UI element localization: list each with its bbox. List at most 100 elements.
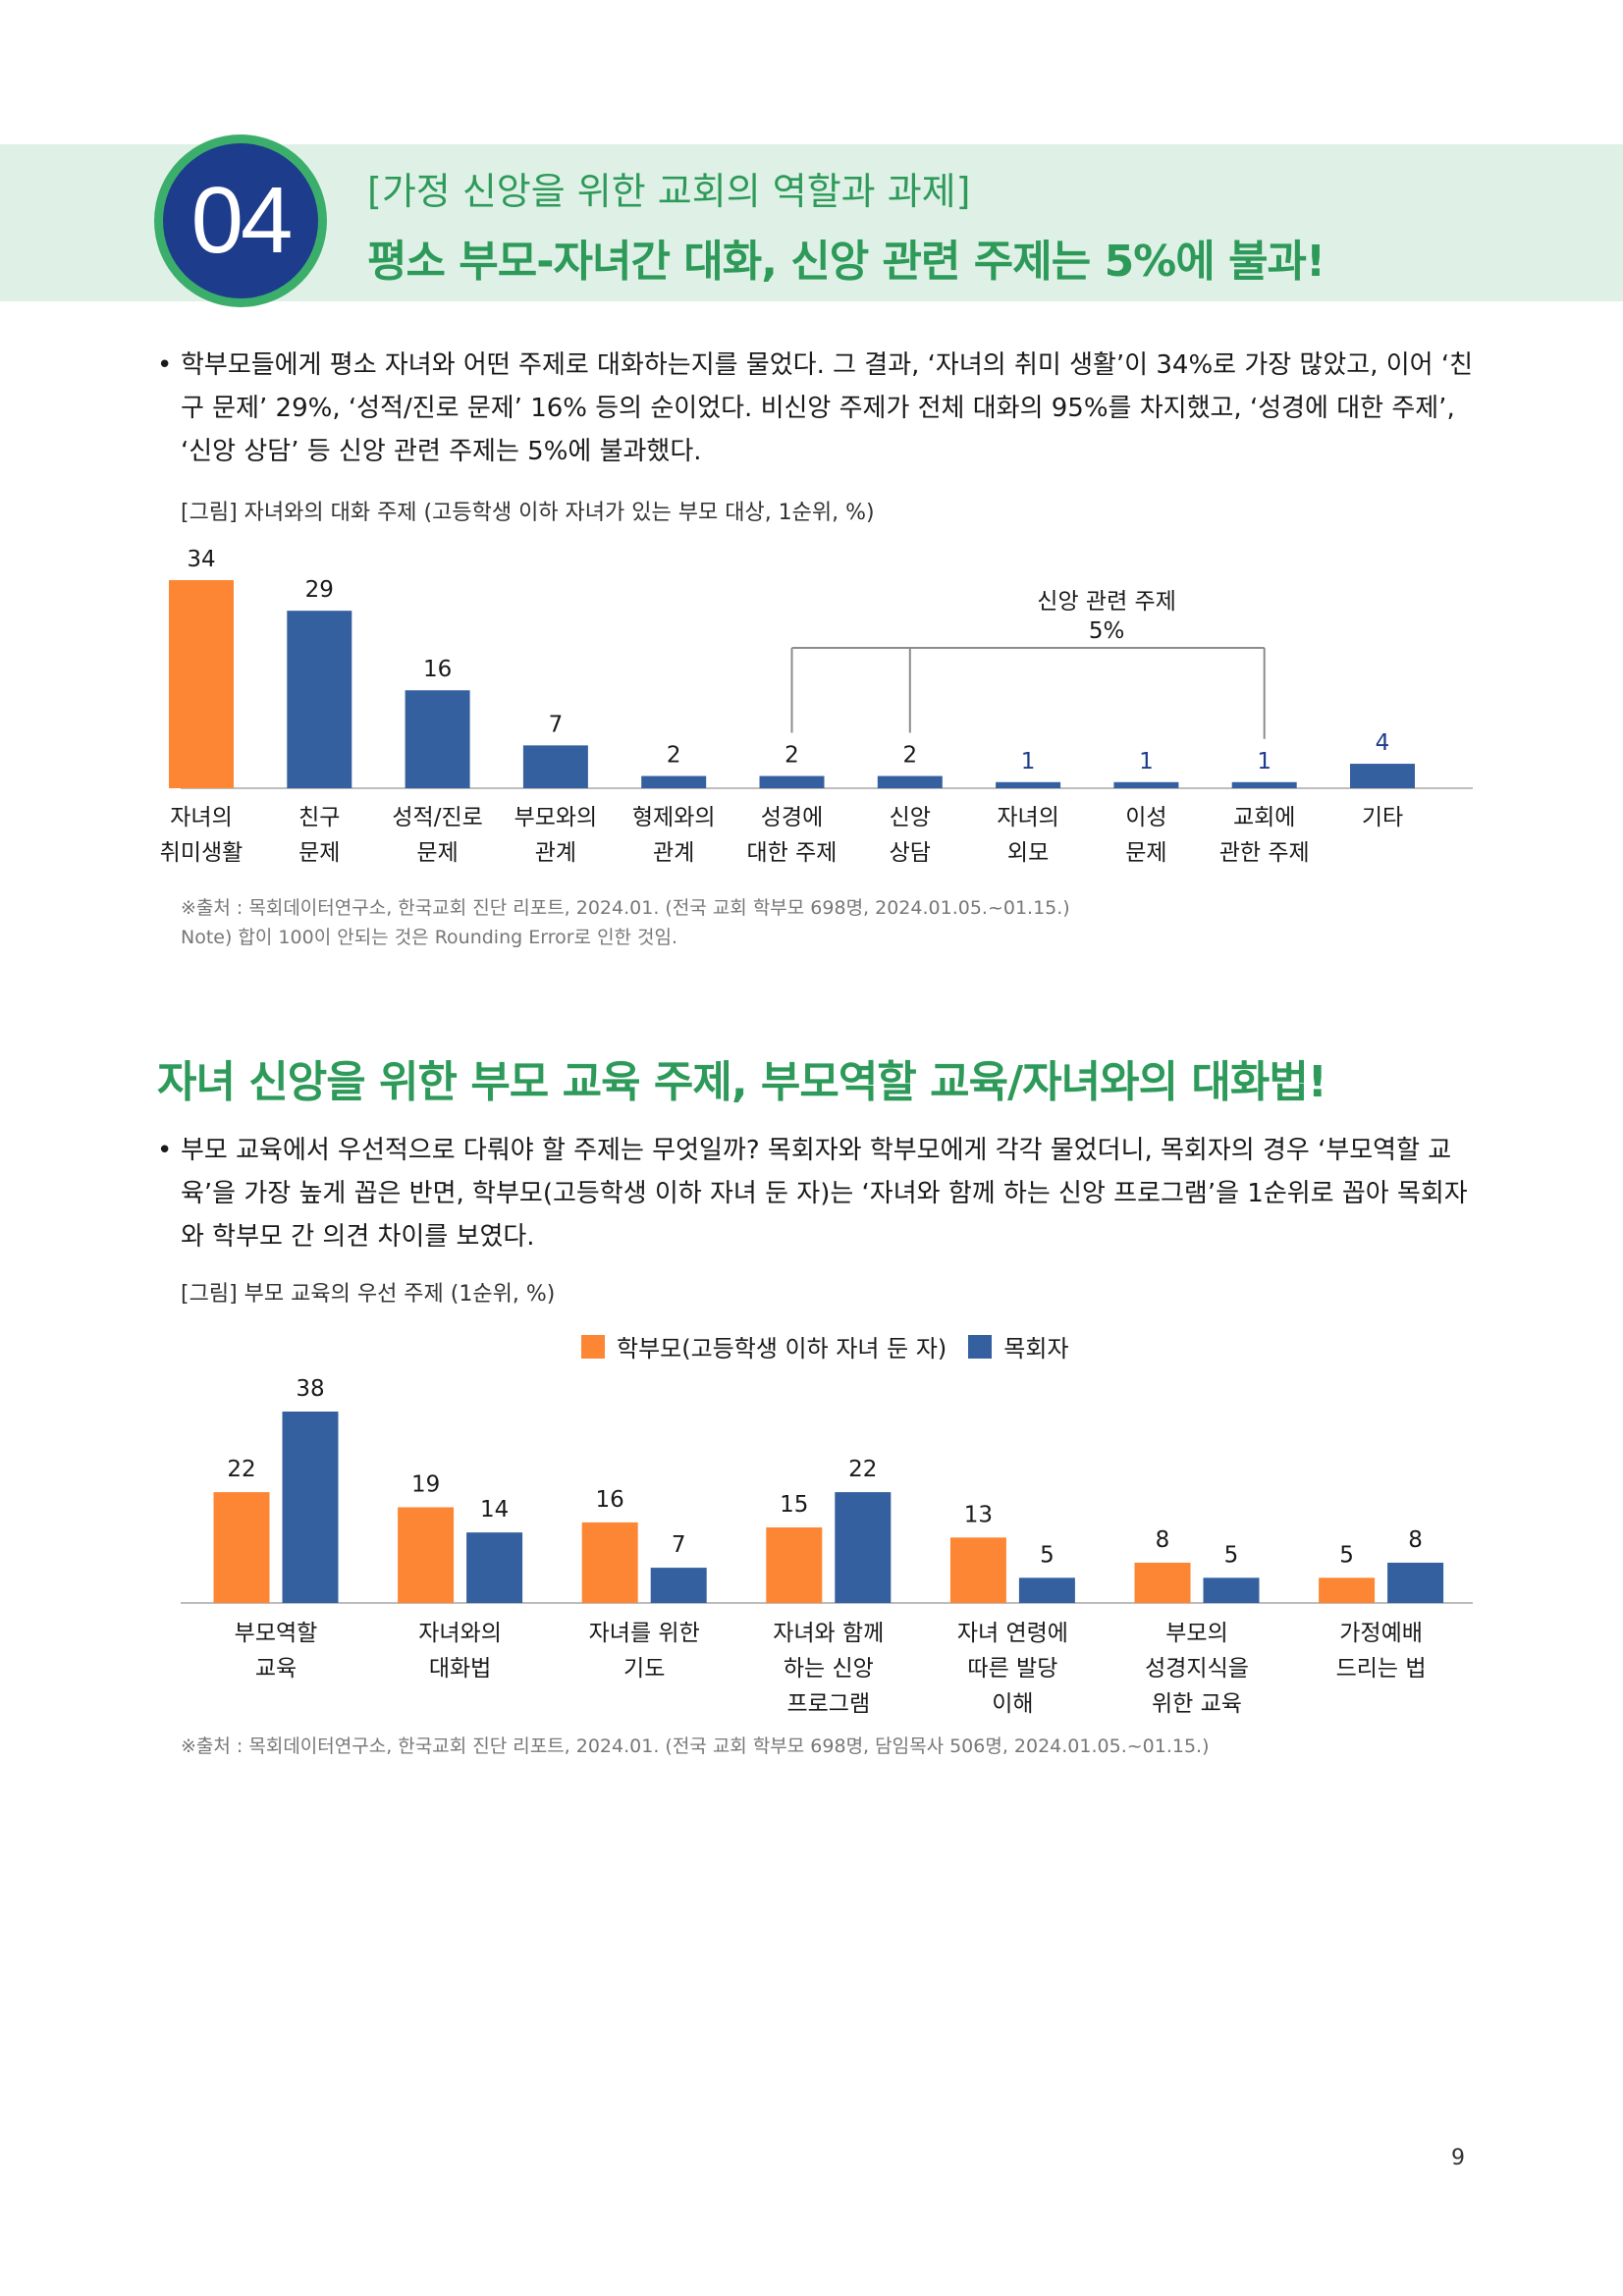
chart1-bar [1350, 764, 1415, 788]
chart2-data-label: 22 [227, 1457, 255, 1482]
chart2-data-label: 8 [1156, 1527, 1170, 1553]
chart1-category-label: 관계 [653, 840, 694, 866]
chart1-data-label: 4 [1376, 730, 1390, 756]
chart1-data-label: 7 [549, 712, 564, 737]
chart2-data-label: 13 [964, 1502, 993, 1527]
chart2-bar [581, 1522, 638, 1603]
chart1-source: ※출처 : 목회데이터연구소, 한국교회 진단 리포트, 2024.01. (전… [181, 897, 1070, 919]
chart2-category-label: 프로그램 [786, 1691, 870, 1717]
chart1-data-label: 1 [1021, 749, 1036, 774]
chart1-bar [996, 781, 1061, 788]
chart1-annotation-label: 신앙 관련 주제 [1037, 589, 1176, 614]
chart1-category-label: 문제 [416, 840, 458, 866]
section2-paragraph: • 부모 교육에서 우선적으로 다뤄야 할 주제는 무엇일까? 목회자와 학부모… [157, 1129, 1485, 1258]
legend-swatch-blue [968, 1334, 993, 1359]
section2-title: 자녀 신앙을 위한 부모 교육 주제, 부모역할 교육/자녀와의 대화법! [157, 1057, 1327, 1107]
chart1-note: Note) 합이 100이 안되는 것은 Rounding Error로 인한 … [181, 927, 678, 948]
chart1-category-label: 형제와의 [632, 805, 716, 830]
chart1-bar [877, 775, 943, 788]
chart2-bar [398, 1507, 455, 1603]
chart2-caption: [그림] 부모 교육의 우선 주제 (1순위, %) [181, 1282, 556, 1307]
chart1-category-label: 성경에 [761, 805, 823, 830]
chart1-category-label: 문제 [1125, 840, 1166, 866]
legend-label-parents: 학부모(고등학생 이하 자녀 둔 자) [617, 1335, 947, 1362]
chart1-bar [759, 775, 825, 788]
chart2-data-label: 38 [296, 1376, 324, 1402]
section1-text: 학부모들에게 평소 자녀와 어떤 주제로 대화하는지를 물었다. 그 결과, ‘… [181, 350, 1474, 466]
chart2-data-label: 19 [411, 1472, 440, 1498]
section-headline: 평소 부모-자녀간 대화, 신앙 관련 주제는 5%에 불과! [367, 237, 1325, 287]
chart2-bar [949, 1537, 1006, 1603]
chart2-category-label: 교육 [255, 1656, 297, 1682]
chart2-category-label: 위한 교육 [1152, 1691, 1242, 1717]
chart1-category-label: 취미생활 [160, 840, 243, 866]
section-kicker: [가정 신앙을 위한 교회의 역할과 과제] [367, 170, 971, 213]
chart1-data-label: 2 [902, 743, 917, 769]
chart1-category-label: 대한 주제 [747, 840, 838, 866]
chart1-category-label: 친구 [298, 805, 340, 830]
page-number: 9 [1451, 2146, 1465, 2170]
chart2-bar [213, 1492, 270, 1603]
chart1-category-label: 외모 [1007, 840, 1049, 866]
chart2-category-label: 자녀를 위한 [589, 1621, 700, 1646]
section2-text: 부모 교육에서 우선적으로 다뤄야 할 주제는 무엇일까? 목회자와 학부모에게… [181, 1136, 1468, 1252]
legend-item-pastors: 목회자 [968, 1329, 1069, 1363]
chart1-bar [287, 611, 352, 788]
chart2-category-label: 드리는 법 [1336, 1656, 1427, 1682]
chart1-category-label: 관한 주제 [1219, 840, 1310, 866]
chart1-bar [405, 690, 470, 788]
chart1-category-label: 부모와의 [514, 805, 598, 830]
chart2-category-label: 이해 [992, 1691, 1033, 1717]
chart2-category-label: 자녀와 함께 [773, 1621, 884, 1646]
chart1-data-label: 1 [1139, 749, 1154, 774]
chart2-category-label: 자녀와의 [418, 1621, 502, 1646]
chart2-data-label: 15 [780, 1492, 808, 1518]
chart2-legend: 학부모(고등학생 이하 자녀 둔 자) 목회자 [581, 1329, 1091, 1363]
chart2-bar [1319, 1577, 1376, 1603]
chart2-data-label: 5 [1040, 1542, 1055, 1568]
chart2-category-label: 따른 발당 [967, 1656, 1057, 1682]
chart2-category-label: 하는 신앙 [784, 1656, 874, 1682]
chart1-bar [1231, 781, 1297, 788]
chart2-data-label: 7 [672, 1532, 686, 1558]
chart2-data-label: 8 [1408, 1527, 1423, 1553]
chart2-bar [282, 1412, 339, 1603]
chart2-data-label: 5 [1224, 1542, 1239, 1568]
chart1-bar [169, 580, 234, 788]
chart1-category-label: 상담 [890, 840, 931, 866]
chart1-category-label: 이성 [1125, 805, 1166, 830]
legend-label-pastors: 목회자 [1003, 1335, 1069, 1362]
chart1-data-label: 34 [187, 547, 215, 572]
bullet-marker: • [157, 350, 173, 380]
chart2-bar [650, 1568, 707, 1603]
chart2-bar [835, 1492, 892, 1603]
chart1-category-label: 자녀의 [997, 805, 1058, 830]
chart1-bar [522, 745, 588, 788]
chart1-category-label: 성적/진로 [392, 805, 482, 830]
chart2-data-label: 22 [848, 1457, 877, 1482]
chart2-source: ※출처 : 목회데이터연구소, 한국교회 진단 리포트, 2024.01. (전… [181, 1735, 1210, 1757]
section1-paragraph: • 학부모들에게 평소 자녀와 어떤 주제로 대화하는지를 물었다. 그 결과,… [157, 344, 1485, 473]
chart1-category-label: 기타 [1362, 805, 1403, 830]
chart2-category-label: 기도 [623, 1656, 665, 1682]
chart1-category-label: 교회에 [1233, 805, 1295, 830]
chart2-category-label: 부모의 [1165, 1621, 1227, 1646]
chart1-data-label: 16 [423, 657, 452, 682]
chart1-category-label: 문제 [298, 840, 340, 866]
chart2-bar [1387, 1562, 1444, 1603]
chart2-data-label: 5 [1339, 1542, 1354, 1568]
bullet-marker: • [157, 1136, 173, 1165]
chart1-annotation-label: 5% [1089, 618, 1125, 644]
chart2-data-label: 16 [596, 1487, 624, 1513]
legend-swatch-orange [581, 1334, 605, 1359]
chart2-category-label: 대화법 [429, 1656, 491, 1682]
chart1-category-label: 신앙 [890, 805, 931, 830]
chart1-category-label: 자녀의 [170, 805, 232, 830]
chart2-bar [466, 1532, 523, 1603]
chart1-data-label: 29 [305, 577, 334, 603]
chart1-caption: [그림] 자녀와의 대화 주제 (고등학생 이하 자녀가 있는 부모 대상, 1… [181, 501, 875, 525]
chart2-bar [766, 1527, 823, 1603]
chart1-bar [1113, 781, 1179, 788]
